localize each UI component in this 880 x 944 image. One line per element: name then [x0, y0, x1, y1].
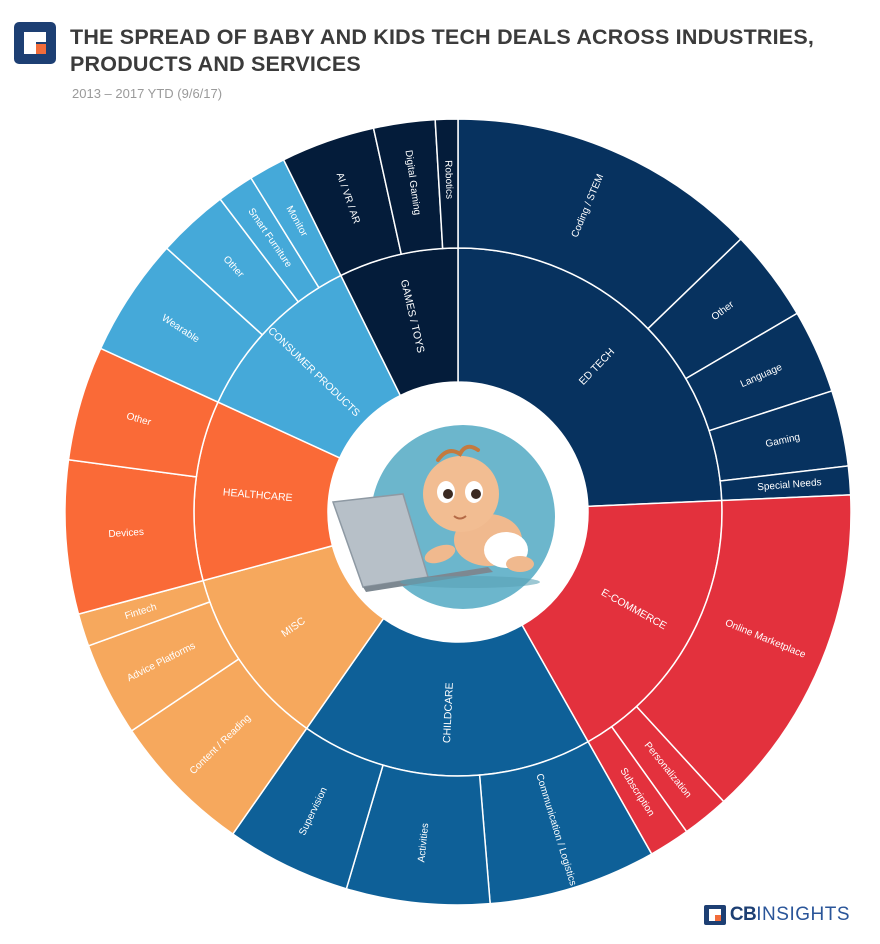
category-label-childcare: CHILDCARE: [441, 682, 456, 743]
subcategory-segment-games-toys-robotics: [434, 118, 459, 250]
chart-segments: [64, 118, 852, 906]
baby-pupil-left: [443, 489, 453, 499]
subcategory-label-activities: Activities: [416, 823, 431, 863]
brand-footer: CBINSIGHTS: [703, 904, 850, 926]
subcategory-label-robotics: Robotics: [442, 160, 454, 199]
baby-arm: [424, 544, 456, 564]
baby-mouth: [453, 515, 467, 520]
cb-insights-small-logo-icon: [703, 905, 726, 925]
shadow: [400, 576, 540, 588]
brand-bold: CB: [729, 904, 757, 925]
brand-thin: INSIGHTS: [756, 904, 850, 925]
category-label-healthcare: HEALTHCARE: [222, 486, 293, 504]
subcategory-label-devices: Devices: [108, 527, 144, 540]
baby-pupil-right: [471, 489, 481, 499]
baby-foot: [506, 556, 534, 572]
subcategory-label-special-needs: Special Needs: [757, 477, 822, 493]
brand-name: CBINSIGHTS: [730, 904, 850, 926]
baby-illustration: [330, 384, 586, 640]
chart-title: THE SPREAD OF BABY AND KIDS TECH DEALS A…: [70, 25, 815, 76]
chart-subtitle: 2013 – 2017 YTD (9/6/17): [72, 86, 223, 101]
baby-hair: [436, 444, 480, 462]
baby-head: [423, 456, 499, 532]
cb-insights-logo-icon: [14, 22, 56, 64]
